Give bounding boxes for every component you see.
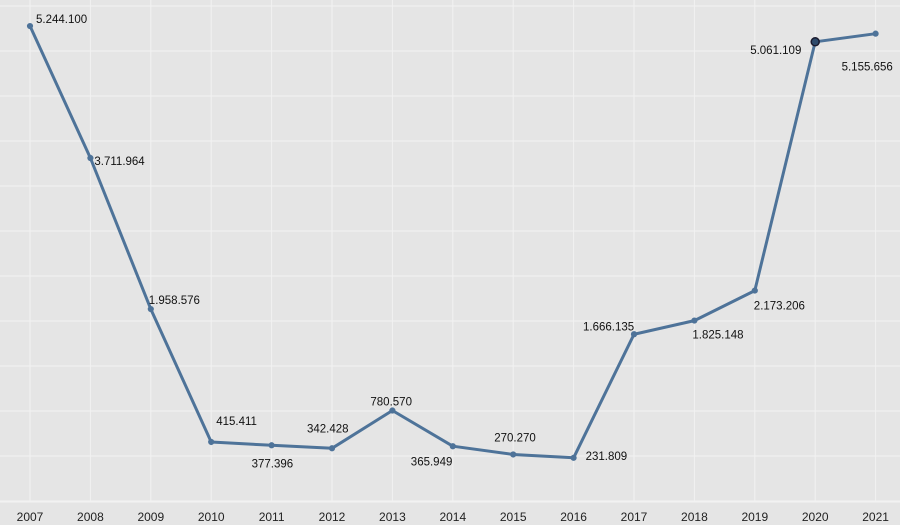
data-label: 1.666.135 bbox=[583, 321, 634, 333]
data-point[interactable] bbox=[147, 305, 154, 313]
data-label: 270.270 bbox=[494, 433, 536, 445]
data-point-highlighted[interactable] bbox=[810, 37, 820, 47]
x-tick-label: 2017 bbox=[621, 510, 648, 524]
x-tick-label: 2012 bbox=[319, 510, 346, 524]
data-points bbox=[26, 22, 879, 461]
data-label: 377.396 bbox=[252, 458, 294, 470]
data-label: 365.949 bbox=[411, 456, 453, 468]
x-tick-label: 2008 bbox=[77, 510, 104, 524]
data-label: 342.428 bbox=[307, 423, 349, 435]
data-label: 231.809 bbox=[586, 451, 628, 463]
x-tick-label: 2007 bbox=[17, 510, 44, 524]
data-point[interactable] bbox=[872, 30, 879, 37]
data-label: 1.958.576 bbox=[149, 295, 200, 307]
data-label: 5.244.100 bbox=[36, 14, 87, 26]
x-tick-label: 2018 bbox=[681, 510, 708, 524]
x-tick-label: 2014 bbox=[439, 510, 466, 524]
data-label: 415.411 bbox=[216, 416, 257, 428]
data-point[interactable] bbox=[268, 442, 275, 449]
x-tick-label: 2013 bbox=[379, 510, 406, 524]
x-tick-label: 2019 bbox=[741, 510, 768, 524]
data-label: 2.173.206 bbox=[754, 301, 805, 313]
x-tick-label: 2010 bbox=[198, 510, 225, 524]
grid bbox=[0, 0, 900, 503]
x-tick-label: 2015 bbox=[500, 510, 527, 524]
data-label: 780.570 bbox=[370, 397, 412, 409]
x-tick-label: 2016 bbox=[560, 510, 587, 524]
data-point[interactable] bbox=[389, 407, 396, 414]
data-point[interactable] bbox=[87, 154, 94, 162]
data-point[interactable] bbox=[751, 287, 758, 294]
x-tick-label: 2020 bbox=[802, 510, 829, 524]
x-tick-label: 2011 bbox=[259, 510, 285, 524]
x-tick-label: 2021 bbox=[862, 510, 889, 524]
data-point[interactable] bbox=[208, 438, 215, 446]
data-point[interactable] bbox=[570, 454, 577, 461]
data-labels: 5.244.100 3.711.964 1.958.576 415.411 377.39… bbox=[36, 14, 893, 470]
data-label: 3.711.964 bbox=[94, 156, 145, 168]
x-tick-label: 2009 bbox=[137, 510, 164, 524]
data-point[interactable] bbox=[691, 317, 698, 324]
data-label: 5.061.109 bbox=[750, 45, 801, 57]
data-point[interactable] bbox=[630, 331, 638, 338]
data-point[interactable] bbox=[449, 443, 456, 450]
data-point[interactable] bbox=[26, 22, 34, 30]
data-label: 1.825.148 bbox=[692, 330, 743, 342]
data-point[interactable] bbox=[328, 445, 336, 452]
data-point[interactable] bbox=[510, 451, 517, 458]
data-label: 5.155.656 bbox=[842, 62, 893, 74]
x-axis-ticks: 2007 2008 2009 2010 2011 2012 2013 2014 2015 2016… bbox=[17, 510, 890, 524]
